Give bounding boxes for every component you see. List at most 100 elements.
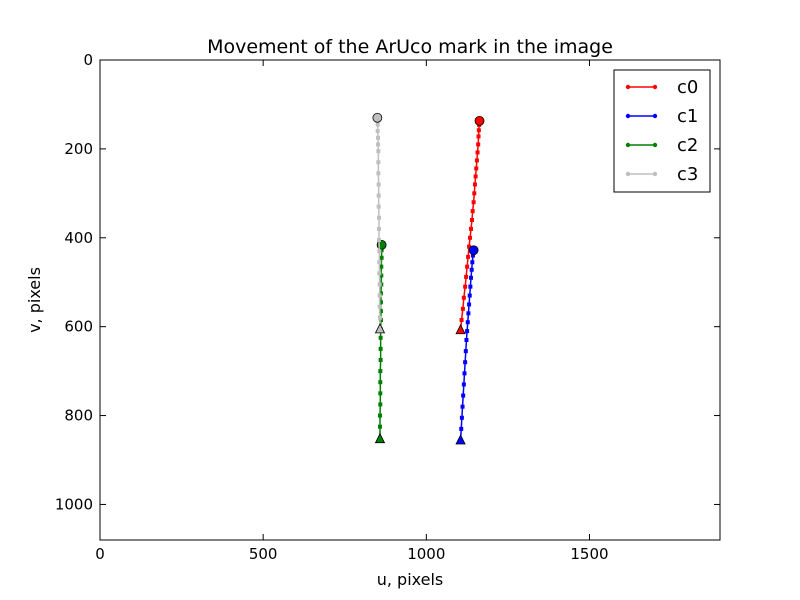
data-point [376,149,381,154]
legend-marker [652,171,658,177]
data-point [468,284,473,289]
data-point [472,182,477,187]
data-point [464,338,469,342]
data-point [377,424,382,429]
data-point [377,260,382,265]
start-marker [455,323,466,335]
end-marker [474,115,485,126]
data-point [376,160,381,165]
x-tick-label: 500 [249,545,278,563]
data-point [376,204,381,209]
data-point [476,128,481,133]
data-point [470,209,475,214]
legend-marker [625,84,631,90]
start-marker [374,322,386,334]
data-point [376,135,381,140]
data-point [378,300,383,305]
legend-marker [652,142,658,148]
data-point [463,349,468,354]
legend-item-c3: c3 [625,164,698,185]
data-point [375,129,380,134]
y-tick-label: 200 [64,140,93,158]
data-point [377,226,381,231]
legend-label: c2 [677,135,698,156]
end-marker [372,112,383,123]
y-tick-label: 400 [64,229,93,247]
data-point [378,380,383,385]
data-point [470,253,475,258]
data-point [472,191,477,196]
data-point [460,306,465,311]
x-axis-label: u, pixels [377,570,444,589]
data-point [376,193,381,198]
data-point [459,415,464,420]
data-point [378,318,383,322]
data-point [463,360,468,365]
data-point [474,158,479,163]
x-tick-label: 1000 [407,545,445,563]
series-c0 [455,115,485,335]
legend-marker [652,84,658,90]
y-tick-label: 800 [64,407,93,425]
data-point [377,315,382,320]
data-point [377,304,382,309]
data-point [465,264,470,269]
data-point [377,293,382,298]
data-point [464,274,469,279]
legend-item-c0: c0 [625,77,698,98]
data-point [465,329,470,334]
data-point [379,273,384,278]
data-point [376,171,381,176]
data-point [467,244,472,249]
data-point [468,235,473,240]
data-point [377,215,381,220]
data-point [465,320,470,325]
data-point [379,264,384,269]
data-point [377,413,382,418]
start-marker [455,434,466,445]
data-point [377,282,382,287]
data-point [378,358,383,362]
x-tick-label: 1500 [570,545,608,563]
data-point [379,255,384,260]
data-point [378,291,383,296]
data-point [378,402,383,407]
data-point [376,182,381,187]
data-point [469,226,474,231]
legend-marker [625,142,631,148]
start-marker [374,432,386,444]
data-point [470,218,474,222]
series-c3 [372,112,386,334]
data-point [378,369,383,374]
x-tick-label: 0 [95,545,105,563]
data-point [461,393,466,398]
series-c1 [455,245,479,445]
data-point [460,404,465,409]
data-point [459,318,464,322]
data-point [473,174,478,179]
series-line [376,117,381,329]
data-point [476,134,481,139]
data-point [467,293,472,298]
data-point [469,267,474,272]
end-marker [468,245,479,256]
ticks-layer: 0 500 1000 1500 0 200 400 600 800 1000 [55,51,720,563]
data-point [462,371,467,376]
data-point [377,271,382,276]
data-point [461,382,466,387]
data-point [459,426,464,431]
data-point [467,302,472,307]
legend-label: c3 [677,164,698,185]
data-point [474,166,479,171]
y-tick-label: 600 [64,318,93,336]
legend-marker [652,113,658,119]
data-point [469,275,474,280]
legend-box [613,69,711,193]
data-point [376,142,381,147]
legend-marker [625,171,631,177]
y-axis-label: v, pixels [25,267,44,333]
data-point [475,150,480,155]
data-point [466,311,471,316]
data-point [476,142,481,147]
